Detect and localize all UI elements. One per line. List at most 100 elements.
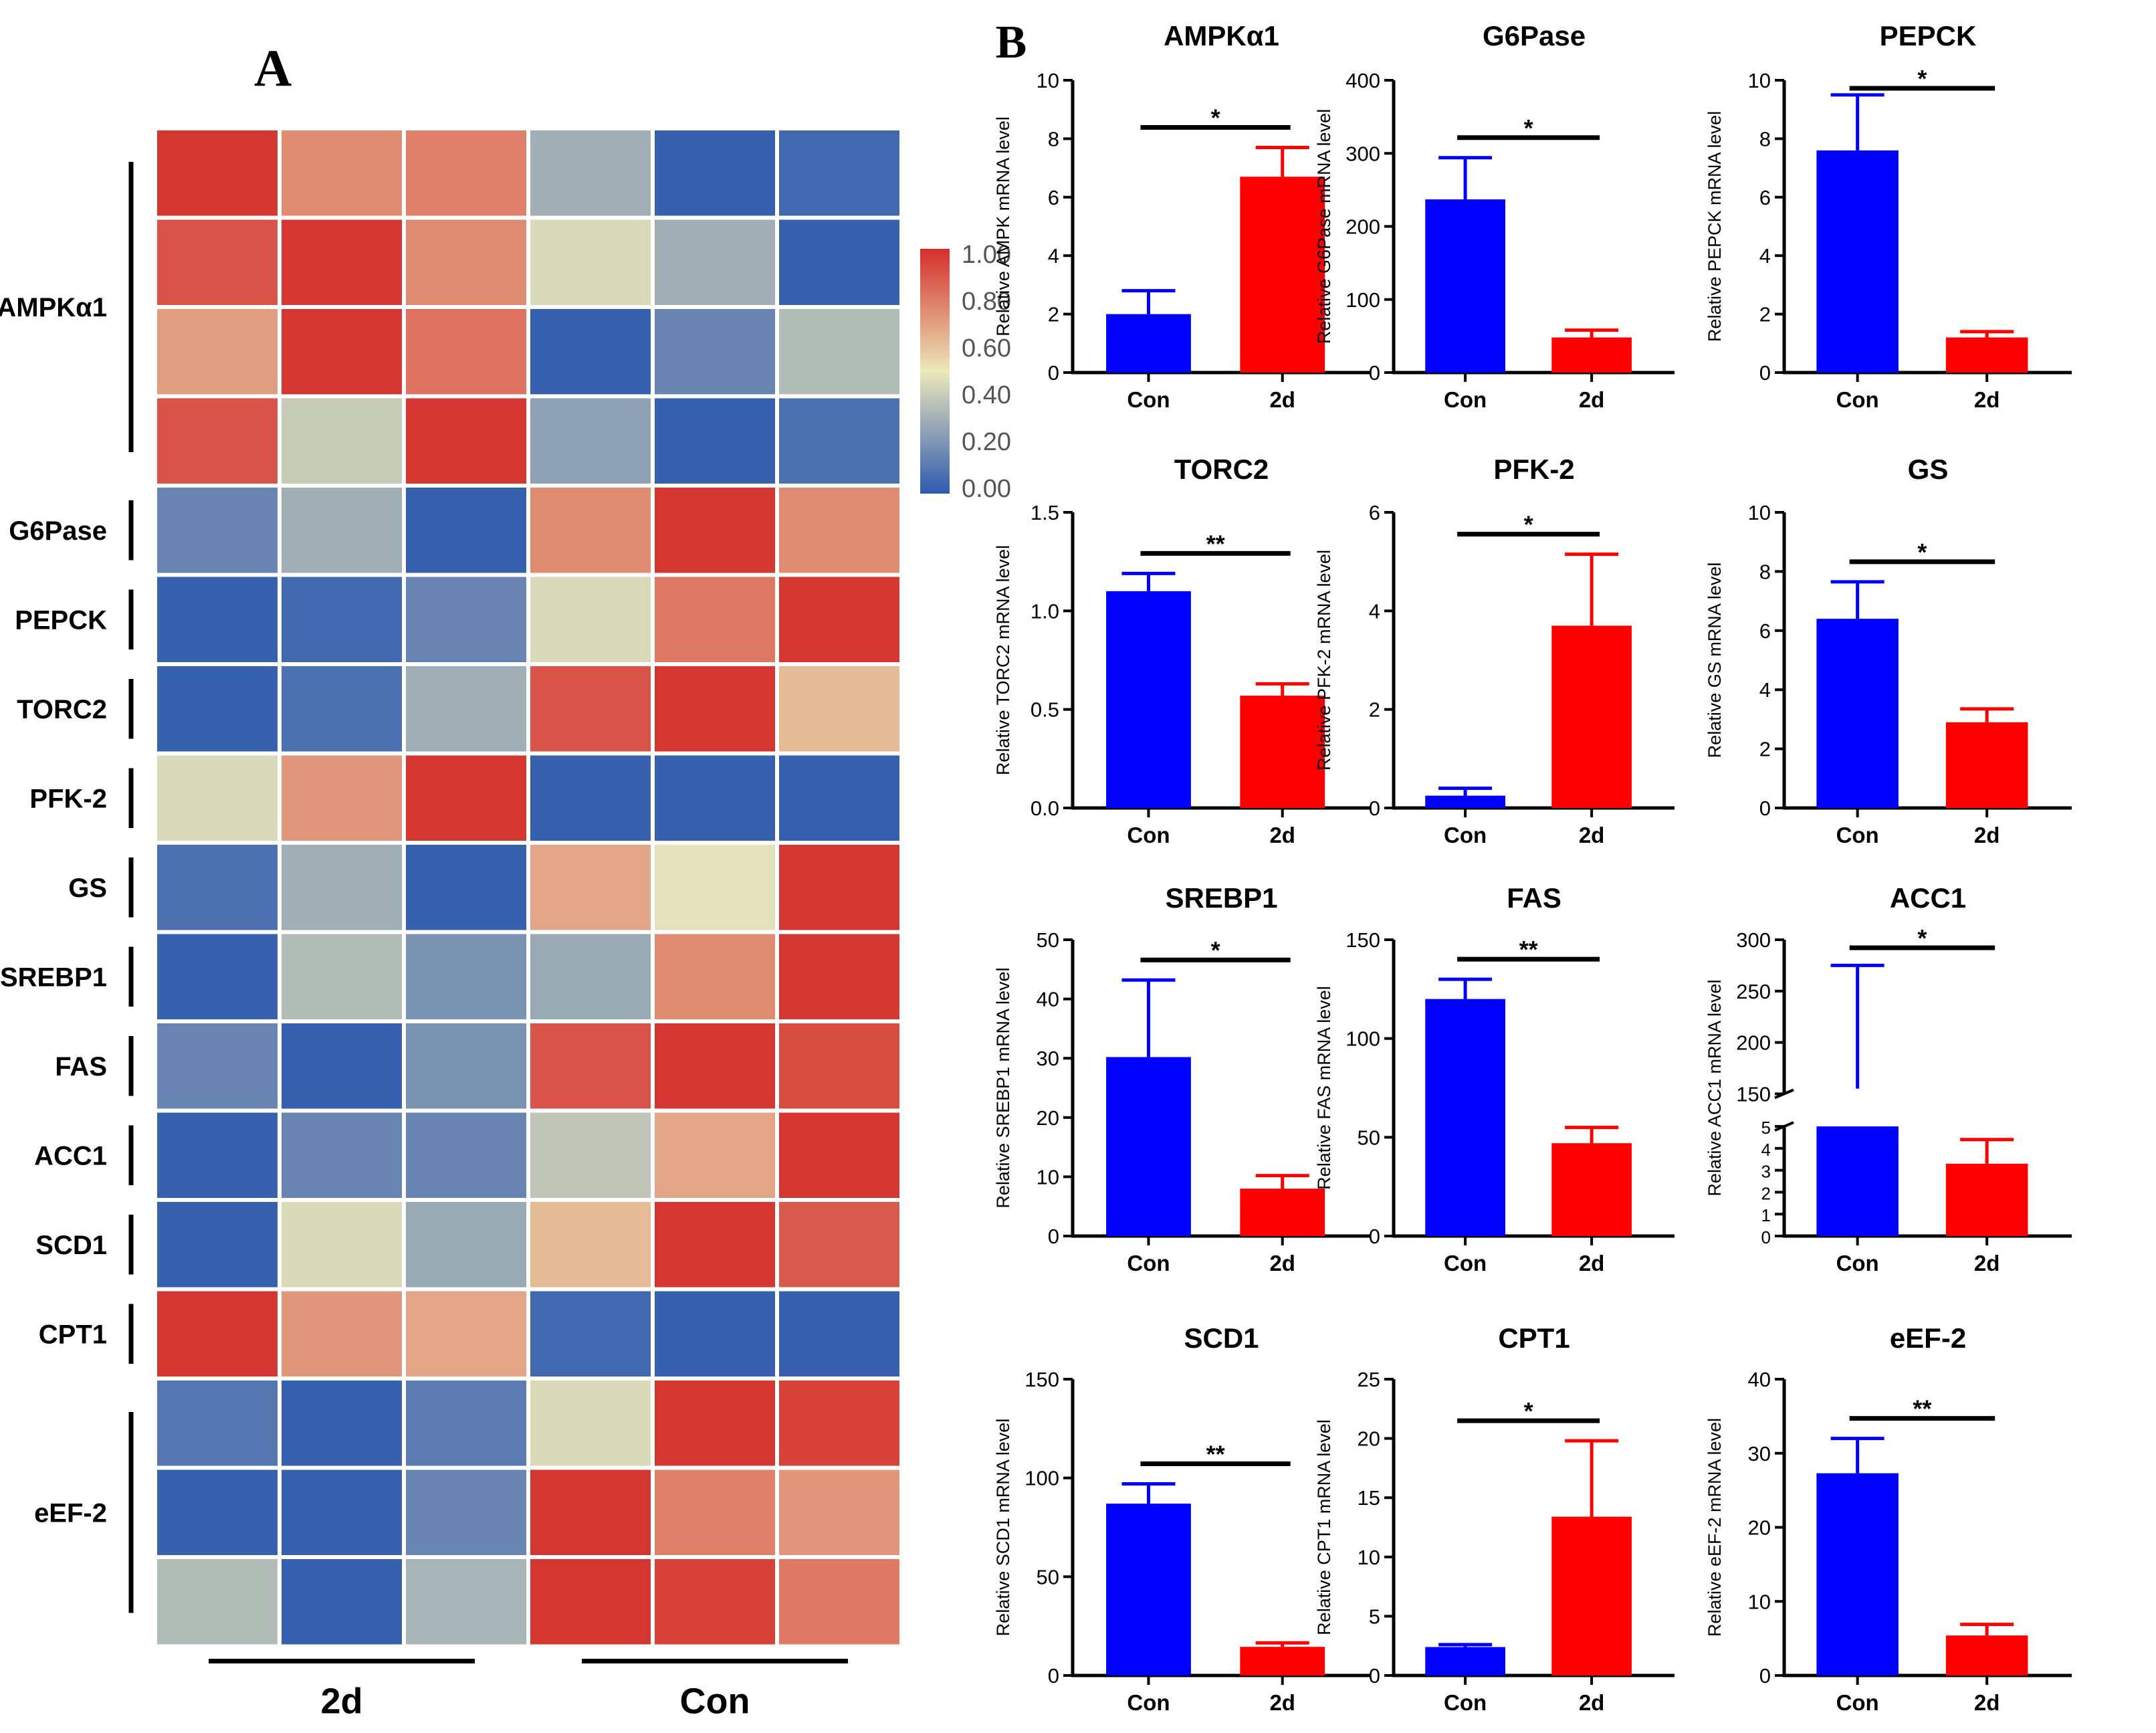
heatmap-cell	[278, 215, 406, 309]
heatmap-cell	[402, 1555, 530, 1649]
colorbar-tick-label: 0.40	[962, 381, 1011, 409]
x-tick-label: 2d	[1579, 387, 1605, 412]
heatmap-cell	[775, 126, 903, 220]
heatmap-cell	[526, 1019, 655, 1113]
y-tick-label: 8	[1048, 127, 1059, 150]
heatmap-row-label: G6Pase	[9, 516, 107, 546]
x-tick-label: Con	[1836, 823, 1879, 847]
y-tick-label: 1.0	[1031, 599, 1059, 623]
x-tick-label: Con	[1836, 387, 1879, 412]
heatmap-cell	[153, 1198, 282, 1292]
significance-label: *	[1917, 538, 1927, 566]
heatmap-cell	[278, 1108, 406, 1202]
chart-title: GS	[1908, 453, 1949, 485]
y-tick-label: 4	[1369, 599, 1380, 623]
heatmap-cell	[278, 1377, 406, 1470]
x-tick-label: Con	[1444, 1251, 1487, 1276]
heatmap-cell	[402, 841, 530, 934]
x-tick-label: 2d	[1579, 1690, 1605, 1715]
y-tick-label: 0.5	[1031, 698, 1059, 722]
y-axis-label: Relative SREBP1 mRNA level	[993, 967, 1013, 1208]
y-tick-label: 50	[1358, 1126, 1380, 1149]
heatmap-cell	[278, 930, 406, 1023]
bar-chart-cpt1: CPT1 Relative CPT1 mRNA level 0 5 10 15 20 25 Co…	[1314, 1322, 1675, 1715]
x-tick-label: 2d	[1974, 1690, 2000, 1715]
y-tick-label: 50	[1037, 1565, 1059, 1589]
heatmap-cell	[651, 841, 779, 934]
heatmap-row-label: PFK-2	[29, 784, 107, 813]
y-tick-label: 20	[1037, 1106, 1059, 1130]
heatmap-cell	[153, 394, 282, 488]
colorbar-tick-label: 1.00	[962, 241, 1011, 269]
bar-2d	[1240, 696, 1325, 808]
bar-2d	[1551, 337, 1632, 373]
significance-label: **	[1913, 1395, 1931, 1423]
chart-title: FAS	[1507, 882, 1561, 914]
y-tick-label: 4	[1048, 244, 1059, 268]
heatmap-row-label: ACC1	[34, 1141, 107, 1170]
heatmap-cell	[775, 305, 903, 399]
heatmap-cell	[278, 841, 406, 934]
x-tick-label: Con	[1127, 823, 1170, 847]
y-tick-label: 150	[1736, 1082, 1771, 1106]
heatmap-cell	[526, 1465, 655, 1559]
heatmap-cell	[651, 1019, 779, 1113]
heatmap-cell	[153, 1019, 282, 1113]
y-tick-label: 8	[1759, 127, 1771, 150]
bar-2d	[1551, 1143, 1632, 1236]
x-tick-label: 2d	[1579, 823, 1605, 847]
heatmap-cell	[278, 1287, 406, 1381]
significance-label: **	[1206, 1441, 1225, 1468]
bar-chart-fas: FAS Relative FAS mRNA level 0 50 100 150 Con 2d…	[1314, 882, 1675, 1276]
heatmap-cell	[153, 573, 282, 666]
x-tick-label: Con	[1836, 1251, 1879, 1276]
y-axis-label: Relative GS mRNA level	[1705, 563, 1725, 758]
heatmap-cell	[402, 1108, 530, 1202]
heatmap-cell	[153, 484, 282, 577]
chart-title: PEPCK	[1880, 20, 1977, 52]
heatmap-cell	[651, 751, 779, 845]
heatmap-cell	[278, 573, 406, 666]
y-tick-label: 20	[1358, 1427, 1380, 1451]
heatmap-cell	[153, 1108, 282, 1202]
heatmap-cell	[775, 751, 903, 845]
heatmap-cell	[153, 1555, 282, 1649]
bar-2d	[1945, 1163, 2028, 1236]
colorbar-tick-label: 0.60	[962, 334, 1011, 363]
y-tick-label: 250	[1736, 980, 1771, 1003]
heatmap-cell	[526, 1377, 655, 1470]
y-tick-label: 4	[1759, 678, 1771, 702]
bar-con	[1816, 150, 1899, 373]
y-tick-label: 200	[1345, 215, 1380, 239]
y-tick-label: 10	[1748, 1590, 1771, 1613]
y-tick-label: 0	[1048, 361, 1059, 385]
panel-b-label: B	[996, 17, 1027, 68]
y-tick-label: 0.0	[1031, 797, 1059, 820]
significance-label: **	[1206, 530, 1225, 557]
heatmap-row-label: SREBP1	[0, 962, 107, 992]
heatmap-cell	[526, 305, 655, 399]
heatmap: AMPKα1 G6Pase PEPCK TORC2 PFK-2 GS SREBP1 FAS AC…	[0, 126, 1011, 1722]
heatmap-cell	[278, 662, 406, 756]
heatmap-row-label: TORC2	[17, 695, 107, 724]
y-tick-label: 1	[1761, 1205, 1771, 1225]
y-tick-label: 40	[1748, 1368, 1771, 1391]
chart-title: PFK-2	[1493, 453, 1574, 485]
y-tick-label: 25	[1358, 1368, 1380, 1391]
y-axis-label: Relative AMPK mRNA level	[993, 116, 1013, 336]
heatmap-cell	[651, 305, 779, 399]
bar-2d	[1945, 1635, 2028, 1675]
heatmap-cell	[526, 1108, 655, 1202]
y-tick-label: 15	[1358, 1486, 1380, 1510]
bar-chart-pepck: PEPCK Relative PEPCK mRNA level 0 2 4 6 8 10 Con…	[1705, 20, 2072, 412]
heatmap-cell	[526, 841, 655, 934]
heatmap-cell	[526, 394, 655, 488]
y-tick-label: 10	[1748, 501, 1771, 524]
heatmap-cell	[153, 841, 282, 934]
y-tick-label: 400	[1345, 69, 1380, 92]
bar-chart-ampk-1: AMPKα1 Relative AMPK mRNA level 0 2 4 6 8 10 Con…	[993, 20, 1370, 412]
y-tick-label: 100	[1025, 1467, 1059, 1490]
heatmap-cell	[651, 484, 779, 577]
heatmap-cell	[526, 662, 655, 756]
chart-title: SREBP1	[1165, 882, 1277, 914]
